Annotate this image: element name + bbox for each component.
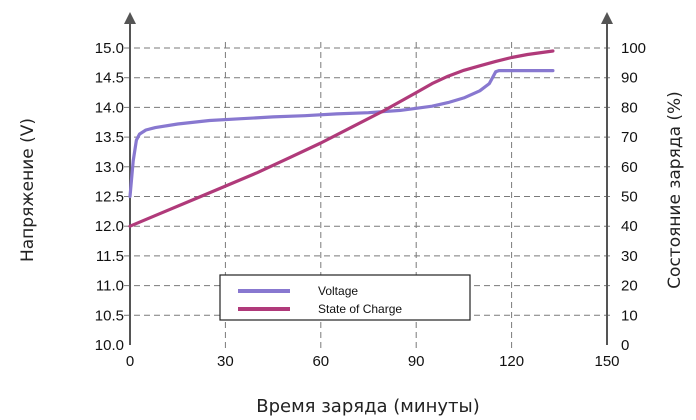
y-left-tick-label: 13.0 bbox=[95, 159, 124, 176]
grid-lines bbox=[124, 42, 613, 351]
x-axis-title: Время заряда (минуты) bbox=[256, 396, 479, 417]
y-left-tick-label: 11.0 bbox=[96, 278, 124, 295]
x-tick-label: 90 bbox=[408, 353, 425, 370]
x-tick-label: 60 bbox=[312, 353, 329, 370]
left-axis-arrow-icon bbox=[124, 12, 136, 24]
legend-label-voltage: Voltage bbox=[318, 284, 358, 298]
y-right-tick-label: 80 bbox=[621, 99, 638, 116]
y-left-tick-label: 10.5 bbox=[95, 307, 124, 324]
y-left-tick-label: 14.0 bbox=[95, 99, 124, 116]
y-left-axis-title: Напряжение (V) bbox=[18, 118, 38, 262]
y-right-tick-label: 40 bbox=[621, 218, 638, 235]
y-right-tick-label: 60 bbox=[621, 159, 638, 176]
series-lines bbox=[128, 49, 555, 228]
y-left-tick-label: 13.5 bbox=[95, 129, 124, 146]
x-tick-label: 150 bbox=[594, 353, 619, 370]
y-right-tick-label: 0 bbox=[621, 337, 629, 354]
tick-labels: 15.0 14.5 14.0 13.5 13.0 12.5 12.0 11.5 11.0 10.5… bbox=[95, 40, 646, 370]
right-axis-arrow-icon bbox=[601, 12, 613, 24]
series-line-state-of-charge bbox=[128, 49, 555, 228]
y-left-tick-label: 10.0 bbox=[95, 337, 124, 354]
y-right-tick-label: 90 bbox=[621, 70, 638, 87]
series-line-voltage bbox=[128, 68, 555, 199]
y-right-tick-label: 100 bbox=[621, 40, 646, 57]
y-left-tick-label: 12.0 bbox=[95, 218, 124, 235]
y-left-tick-label: 12.5 bbox=[95, 189, 124, 206]
y-right-tick-label: 10 bbox=[621, 307, 638, 324]
legend-label-state-of-charge: State of Charge bbox=[318, 302, 402, 316]
x-tick-label: 0 bbox=[126, 353, 134, 370]
x-tick-label: 30 bbox=[217, 353, 234, 370]
y-left-tick-label: 15.0 bbox=[95, 40, 124, 57]
legend: Voltage State of Charge bbox=[219, 274, 471, 321]
legend-box bbox=[219, 274, 471, 321]
y-right-tick-label: 20 bbox=[621, 278, 638, 295]
y-left-tick-label: 11.5 bbox=[96, 248, 124, 265]
y-right-axis-title: Состояние заряда (%) bbox=[665, 91, 685, 289]
y-right-tick-label: 70 bbox=[621, 129, 638, 146]
y-right-tick-label: 50 bbox=[621, 189, 638, 206]
y-left-tick-label: 14.5 bbox=[95, 70, 124, 87]
y-right-tick-label: 30 bbox=[621, 248, 638, 265]
x-tick-label: 120 bbox=[499, 353, 524, 370]
